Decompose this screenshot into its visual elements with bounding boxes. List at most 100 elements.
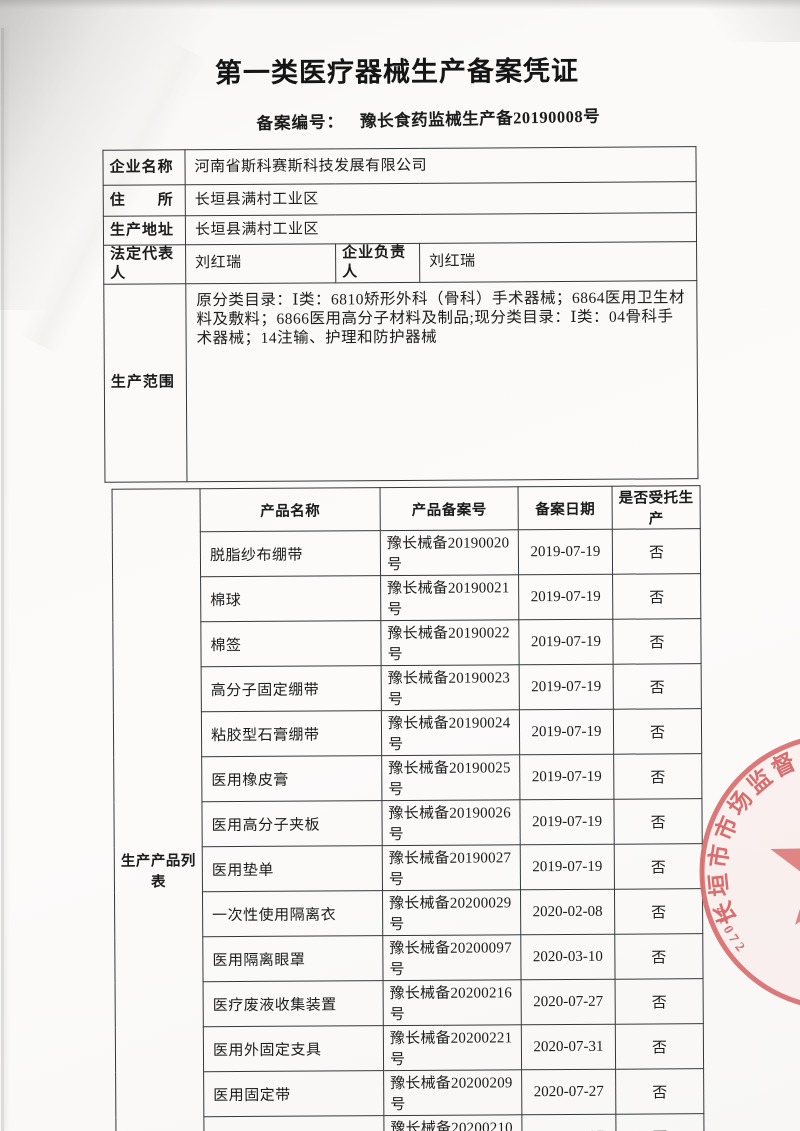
production-address-row: 生产地址 长垣县满村工业区 bbox=[103, 212, 697, 246]
filing-date-cell: 2019-07-19 bbox=[519, 799, 615, 845]
production-address-value: 长垣县满村工业区 bbox=[185, 212, 697, 245]
product-name-cell: 脱脂纱布绷带 bbox=[200, 530, 381, 577]
product-name-cell: 医用高分子夹板 bbox=[201, 800, 383, 847]
company-info-table: 企业名称 河南省斯科赛斯科技发展有限公司 住 所 长垣县满村工业区 生产地址 长… bbox=[102, 146, 699, 482]
product-name-cell: 胎粪吸引管 bbox=[203, 1115, 385, 1131]
filing-date-cell: 2020-07-31 bbox=[521, 1024, 616, 1070]
product-row: 棉球 豫长械备20190021号 2019-07-19 否 bbox=[113, 573, 701, 623]
product-filing-no-cell: 豫长械备20190024号 bbox=[381, 709, 520, 756]
product-filing-no-cell: 豫长械备20190021号 bbox=[380, 574, 519, 621]
product-row: 医用高分子夹板 豫长械备20190026号 2019-07-19 否 bbox=[114, 798, 703, 848]
product-filing-no-cell: 豫长械备20190026号 bbox=[381, 799, 521, 846]
residence-label: 住 所 bbox=[103, 184, 186, 217]
entrusted-cell: 否 bbox=[613, 753, 702, 800]
product-row: 一次性使用隔离衣 豫长械备20200029号 2020-02-08 否 bbox=[114, 888, 703, 938]
product-name-cell: 高分子固定绷带 bbox=[201, 665, 382, 712]
filing-number-value: 豫长食药监械生产备20190008号 bbox=[359, 106, 601, 131]
production-scope-value: 原分类目录：Ⅰ类：6810矫形外科（骨科）手术器械；6864医用卫生材料及敷料；… bbox=[185, 280, 699, 482]
filing-date-cell: 2020-07-27 bbox=[521, 1069, 616, 1115]
filing-date-cell: 2020-03-10 bbox=[520, 934, 616, 980]
product-row: 医用外固定支具 豫长械备20200221号 2020-07-31 否 bbox=[115, 1023, 704, 1073]
product-row: 棉签 豫长械备20190022号 2019-07-19 否 bbox=[113, 618, 702, 668]
enterprise-manager-value: 刘红瑞 bbox=[419, 241, 697, 282]
enterprise-manager-label: 企业负责人 bbox=[335, 243, 420, 283]
col-header-product-name: 产品名称 bbox=[200, 487, 381, 532]
entrusted-cell: 否 bbox=[613, 663, 702, 710]
product-filing-no-cell: 豫长械备20200029号 bbox=[382, 889, 521, 936]
production-address-label: 生产地址 bbox=[103, 215, 186, 246]
product-row: 粘胶型石膏绷带 豫长械备20190024号 2019-07-19 否 bbox=[113, 708, 702, 758]
representative-row: 法定代表人 刘红瑞 企业负责人 刘红瑞 bbox=[103, 241, 697, 284]
product-filing-no-cell: 豫长械备20200221号 bbox=[383, 1024, 522, 1071]
product-name-cell: 医用外固定支具 bbox=[203, 1025, 384, 1072]
company-name-row: 企业名称 河南省斯科赛斯科技发展有限公司 bbox=[102, 146, 697, 186]
product-row: 医疗废液收集装置 豫长械备20200216号 2020-07-27 否 bbox=[115, 978, 704, 1028]
col-header-filing-no: 产品备案号 bbox=[380, 486, 519, 531]
filing-date-cell: 2019-07-19 bbox=[519, 709, 614, 755]
product-filing-no-cell: 豫长械备20200097号 bbox=[382, 934, 522, 981]
product-name-cell: 医用垫单 bbox=[202, 845, 383, 892]
product-section-label: 生产产品列表 bbox=[112, 488, 205, 1131]
product-filing-no-cell: 豫长械备20200210号 bbox=[383, 1114, 523, 1131]
product-row: 胎粪吸引管豫长械备20200210号2020-07-27否 bbox=[116, 1113, 705, 1131]
legal-representative-value: 刘红瑞 bbox=[185, 243, 336, 284]
entrusted-cell: 否 bbox=[615, 1113, 705, 1131]
entrusted-cell: 否 bbox=[615, 978, 704, 1025]
product-row: 高分子固定绷带 豫长械备20190023号 2019-07-19 否 bbox=[113, 663, 702, 713]
product-name-cell: 医用橡皮膏 bbox=[201, 755, 382, 802]
entrusted-cell: 否 bbox=[615, 1023, 704, 1070]
filing-date-cell: 2020-07-27 bbox=[521, 979, 616, 1025]
product-filing-no-cell: 豫长械备20200209号 bbox=[383, 1069, 522, 1116]
product-name-cell: 一次性使用隔离衣 bbox=[202, 890, 383, 937]
page-title: 第一类医疗器械生产备案凭证 bbox=[214, 55, 580, 89]
product-filing-no-cell: 豫长械备20190023号 bbox=[381, 664, 520, 711]
entrusted-cell: 否 bbox=[615, 1068, 704, 1115]
filing-date-cell: 2020-07-27 bbox=[521, 1114, 617, 1131]
legal-representative-label: 法定代表人 bbox=[103, 244, 186, 284]
product-name-cell: 医用隔离眼罩 bbox=[202, 935, 384, 982]
entrusted-cell: 否 bbox=[612, 528, 701, 575]
filing-date-cell: 2019-07-19 bbox=[519, 664, 614, 710]
residence-row: 住 所 长垣县满村工业区 bbox=[103, 181, 697, 217]
filing-date-cell: 2019-07-19 bbox=[518, 574, 613, 620]
product-row: 医用垫单 豫长械备20190027号 2019-07-19 否 bbox=[114, 843, 703, 893]
product-name-cell: 棉球 bbox=[200, 575, 381, 622]
filing-date-cell: 2019-07-19 bbox=[520, 844, 615, 890]
entrusted-cell: 否 bbox=[614, 843, 703, 890]
entrusted-cell: 否 bbox=[614, 888, 703, 935]
product-header-row: 生产产品列表 产品名称 产品备案号 备案日期 是否受托生产 bbox=[112, 485, 701, 1131]
entrusted-cell: 否 bbox=[612, 573, 701, 620]
product-row: 医用固定带 豫长械备20200209号 2020-07-27 否 bbox=[116, 1068, 704, 1118]
filing-date-cell: 2019-07-19 bbox=[518, 529, 613, 575]
entrusted-cell: 否 bbox=[613, 798, 703, 845]
product-filing-no-cell: 豫长械备20190025号 bbox=[381, 754, 520, 801]
product-row: 医用隔离眼罩 豫长械备20200097号 2020-03-10 否 bbox=[115, 933, 704, 983]
filing-number-label: 备案编号： bbox=[256, 112, 345, 134]
filing-number-line: 备案编号： 豫长食药监械生产备20190008号 bbox=[0, 98, 797, 139]
production-scope-row: 生产范围 原分类目录：Ⅰ类：6810矫形外科（骨科）手术器械；6864医用卫生材… bbox=[103, 280, 699, 482]
entrusted-cell: 否 bbox=[612, 618, 702, 665]
product-filing-no-cell: 豫长械备20190022号 bbox=[380, 619, 520, 666]
product-row: 医用橡皮膏 豫长械备20190025号 2019-07-19 否 bbox=[114, 753, 702, 803]
product-name-cell: 棉签 bbox=[200, 620, 382, 667]
production-scope-label: 生产范围 bbox=[103, 283, 187, 482]
product-list-table: 生产产品列表 产品名称 产品备案号 备案日期 是否受托生产 脱脂纱布绷带 豫长械备… bbox=[112, 485, 706, 1131]
entrusted-cell: 否 bbox=[614, 933, 704, 980]
col-header-entrusted: 是否受托生产 bbox=[612, 485, 701, 530]
residence-value: 长垣县满村工业区 bbox=[185, 181, 697, 216]
product-filing-no-cell: 豫长械备20200216号 bbox=[383, 979, 522, 1026]
product-filing-no-cell: 豫长械备20190027号 bbox=[382, 844, 521, 891]
filing-date-cell: 2019-07-19 bbox=[518, 619, 614, 665]
col-header-filing-date: 备案日期 bbox=[518, 486, 613, 530]
product-name-cell: 医用固定带 bbox=[203, 1070, 384, 1117]
filing-date-cell: 2019-07-19 bbox=[519, 754, 614, 800]
product-name-cell: 医疗废液收集装置 bbox=[203, 980, 384, 1027]
product-row: 脱脂纱布绷带 豫长械备20190020号 2019-07-19 否 bbox=[112, 528, 701, 578]
company-name-value: 河南省斯科赛斯科技发展有限公司 bbox=[184, 146, 697, 185]
company-name-label: 企业名称 bbox=[102, 149, 186, 186]
entrusted-cell: 否 bbox=[613, 708, 702, 755]
product-name-cell: 粘胶型石膏绷带 bbox=[201, 710, 382, 757]
filing-date-cell: 2020-02-08 bbox=[520, 889, 615, 935]
